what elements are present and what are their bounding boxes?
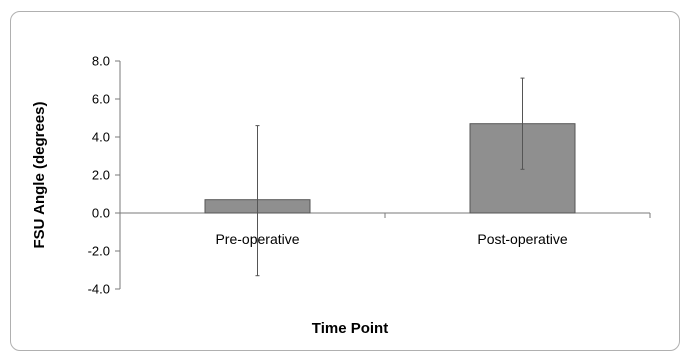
y-tick-label: 4.0: [92, 130, 110, 145]
y-axis-title: FSU Angle (degrees): [31, 102, 48, 249]
x-axis-title: Time Point: [312, 320, 388, 337]
bar-chart: -4.0 -2.0 0.0 2.0 4.0 6.0 8.0 Pre-operative Pos…: [31, 54, 651, 337]
y-axis: -4.0 -2.0 0.0 2.0 4.0 6.0 8.0: [88, 54, 121, 297]
error-bars: [255, 77, 525, 277]
y-tick-label: -2.0: [88, 244, 110, 259]
y-tick-label: 6.0: [92, 92, 110, 107]
y-tick-label: 2.0: [92, 168, 110, 183]
y-tick-label: 0.0: [92, 206, 110, 221]
x-axis: [119, 212, 651, 218]
bars: [204, 123, 576, 214]
y-tick-label: -4.0: [88, 282, 110, 297]
category-label: Pre-operative: [215, 231, 299, 247]
y-tick-label: 8.0: [92, 54, 110, 69]
category-labels: Pre-operative Post-operative: [215, 231, 567, 247]
category-label: Post-operative: [477, 231, 567, 247]
